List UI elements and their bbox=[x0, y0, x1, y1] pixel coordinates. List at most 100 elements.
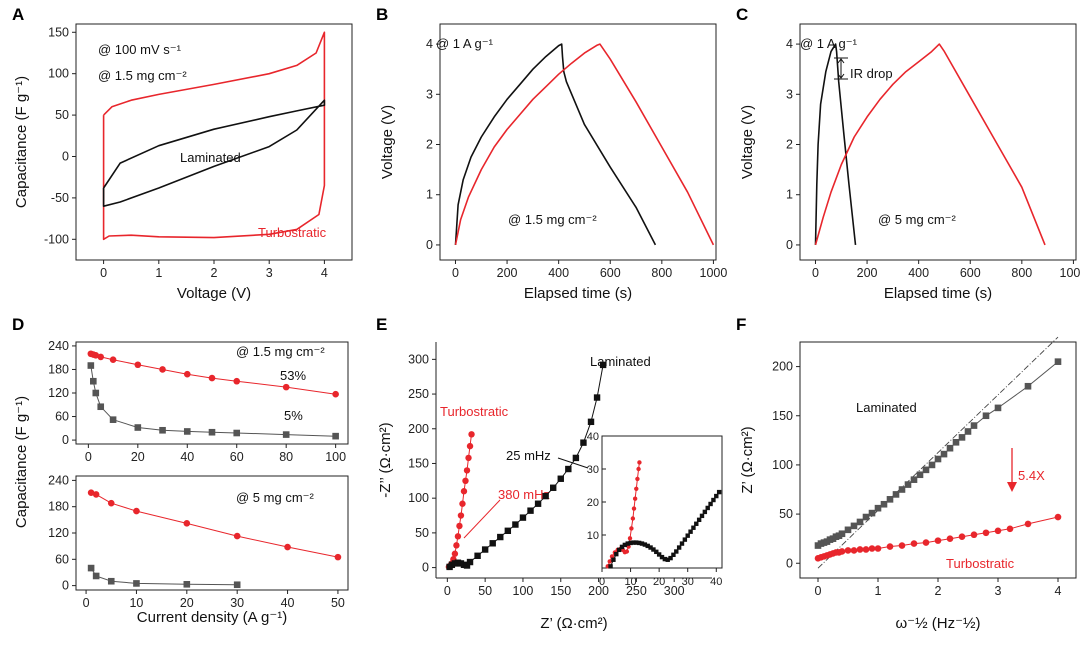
point-E-turbostratic-13 bbox=[465, 454, 472, 462]
point-E-laminated-22 bbox=[580, 439, 587, 446]
point-D2-laminated-4 bbox=[183, 581, 191, 588]
point-F-turbostratic-14 bbox=[874, 545, 882, 552]
chart-D1: 0 20 40 60 80 100 0 60 120 180 240 bbox=[48, 339, 349, 464]
y-axis-title-A: Capacitance (F g⁻¹) bbox=[13, 76, 30, 208]
point-D2-turbostratic-7 bbox=[334, 553, 342, 561]
point-E-laminated-19 bbox=[557, 475, 564, 482]
y-tick-label-C-1: 1 bbox=[786, 188, 793, 202]
point-E-laminated-25 bbox=[599, 361, 607, 369]
point-F-turbostratic-9 bbox=[844, 547, 852, 554]
point-F-laminated-25 bbox=[940, 450, 948, 458]
annotation-mass-loading-c: @ 5 mg cm⁻² bbox=[878, 212, 957, 227]
y-tick-label-A-3: 50 bbox=[55, 108, 69, 122]
point-D1-turbostratic-5 bbox=[134, 361, 142, 369]
series-line-F-laminated bbox=[817, 361, 1059, 546]
point-D2-turbostratic-1 bbox=[92, 491, 100, 498]
plot-frame-C bbox=[799, 23, 1077, 261]
x-tick-label-C-3: 600 bbox=[960, 266, 981, 280]
point-F-laminated-20 bbox=[910, 476, 918, 483]
point-F-laminated-8 bbox=[838, 530, 846, 538]
point-E_inset-laminated-35 bbox=[708, 501, 713, 507]
x-axis-title-F: ω⁻½ (Hz⁻½) bbox=[895, 615, 980, 632]
ir-drop-marker bbox=[834, 57, 848, 80]
point-E_inset-laminated-21 bbox=[668, 555, 673, 561]
point-F-turbostratic-25 bbox=[1006, 525, 1014, 533]
y-tick-label-B-4: 4 bbox=[426, 37, 433, 51]
y-tick-label-F-0: 0 bbox=[786, 556, 793, 570]
x-axis-title-B: Elapsed time (s) bbox=[524, 285, 632, 302]
x-axis-title-C: Elapsed time (s) bbox=[884, 285, 992, 302]
point-E_inset-laminated-2 bbox=[614, 551, 619, 557]
y-tick-label-D2-4: 240 bbox=[48, 473, 69, 487]
x-tick-label-F-3: 3 bbox=[995, 584, 1002, 598]
x-tick-label-B-2: 400 bbox=[548, 266, 569, 280]
y-tick-label-E-0: 0 bbox=[422, 561, 429, 575]
point-F-laminated-18 bbox=[898, 486, 906, 493]
x-axis-title-D2: Current density (A g⁻¹) bbox=[137, 609, 287, 626]
x-tick-label-C-0: 0 bbox=[812, 266, 819, 280]
x-tick-label-E-1: 50 bbox=[478, 584, 492, 598]
y-tick-label-C-4: 4 bbox=[786, 37, 793, 51]
point-E_inset-turbostratic-13 bbox=[631, 506, 637, 511]
y-tick-label-F-3: 150 bbox=[772, 409, 793, 423]
point-F-turbostratic-11 bbox=[856, 546, 864, 553]
point-E-laminated-20 bbox=[565, 465, 572, 473]
point-D1-laminated-4 bbox=[109, 416, 117, 423]
point-E-turbostratic-12 bbox=[463, 467, 471, 474]
point-F-turbostratic-20 bbox=[946, 535, 954, 542]
chart-F: 0 1 2 3 4 0 50 100 150 200 ω⁻½ (Hz⁻½) Z’ (Ω·cm²) bbox=[739, 336, 1077, 632]
x-tick-label-C-5: 1000 bbox=[1060, 266, 1080, 280]
point-F-laminated-15 bbox=[880, 500, 888, 508]
point-F-laminated-14 bbox=[874, 504, 882, 512]
point-D1-turbostratic-9 bbox=[233, 377, 241, 385]
panel-label-C: C bbox=[736, 5, 748, 24]
annotation-mass-loading-d1: @ 1.5 mg cm⁻² bbox=[236, 344, 325, 359]
y-tick-label-D2-2: 120 bbox=[48, 526, 69, 540]
point-F-turbostratic-22 bbox=[970, 531, 978, 539]
series-line-E-laminated bbox=[449, 364, 604, 568]
point-E_inset-laminated-24 bbox=[676, 545, 682, 550]
panel-label-E: E bbox=[376, 315, 387, 334]
label-laminated: Laminated bbox=[180, 150, 241, 165]
x-tick-label-E-5: 250 bbox=[626, 584, 647, 598]
point-E-laminated-12 bbox=[504, 527, 512, 534]
pointer-380mhz bbox=[463, 499, 501, 539]
panel-label-B: B bbox=[376, 5, 388, 24]
annotation-mass-loading-d2: @ 5 mg cm⁻² bbox=[236, 490, 315, 505]
series-line-B-laminated bbox=[454, 43, 657, 246]
point-F-laminated-31 bbox=[982, 412, 990, 420]
y-tick-label-E-3: 150 bbox=[408, 456, 429, 470]
x-tick-label-A-3: 3 bbox=[266, 266, 273, 280]
point-F-turbostratic-8 bbox=[838, 548, 846, 555]
point-E_inset-laminated-9 bbox=[634, 540, 639, 545]
y-tick-label-D1-4: 240 bbox=[48, 339, 69, 353]
point-E_inset-laminated-18 bbox=[659, 554, 665, 560]
point-E-turbostratic-15 bbox=[468, 431, 475, 438]
point-F-turbostratic-17 bbox=[910, 540, 918, 547]
point-E_inset-laminated-10 bbox=[636, 540, 642, 546]
y-tick-label-D2-1: 60 bbox=[55, 552, 69, 566]
point-E_inset-laminated-34 bbox=[705, 505, 710, 511]
series-line-B-turbostratic bbox=[454, 43, 715, 246]
point-E_inset-laminated-26 bbox=[682, 537, 688, 542]
series-line-C-laminated bbox=[814, 43, 857, 245]
point-D2-laminated-5 bbox=[233, 581, 241, 589]
annotation-current-density-c: @ 1 A g⁻¹ bbox=[800, 36, 858, 51]
point-E-turbostratic-14 bbox=[466, 442, 474, 450]
y-tick-label-E-5: 250 bbox=[408, 387, 429, 401]
y-tick-label-E_inset-0: 10 bbox=[587, 530, 599, 542]
point-E_inset-laminated-14 bbox=[648, 545, 653, 550]
point-F-turbostratic-24 bbox=[994, 527, 1002, 535]
point-F-laminated-33 bbox=[1024, 382, 1032, 390]
point-D1-laminated-8 bbox=[208, 428, 216, 436]
x-tick-label-B-4: 800 bbox=[651, 266, 672, 280]
x-tick-label-E_inset-1: 10 bbox=[624, 576, 636, 588]
x-tick-label-C-4: 800 bbox=[1011, 266, 1032, 280]
x-tick-label-D2-1: 10 bbox=[129, 596, 143, 610]
x-tick-label-F-4: 4 bbox=[1055, 584, 1062, 598]
point-E_inset-laminated-32 bbox=[699, 513, 705, 519]
panel-label-A: A bbox=[12, 5, 24, 24]
x-tick-label-D2-5: 50 bbox=[331, 596, 345, 610]
point-D2-turbostratic-3 bbox=[133, 507, 140, 515]
point-D1-turbostratic-11 bbox=[332, 390, 339, 398]
